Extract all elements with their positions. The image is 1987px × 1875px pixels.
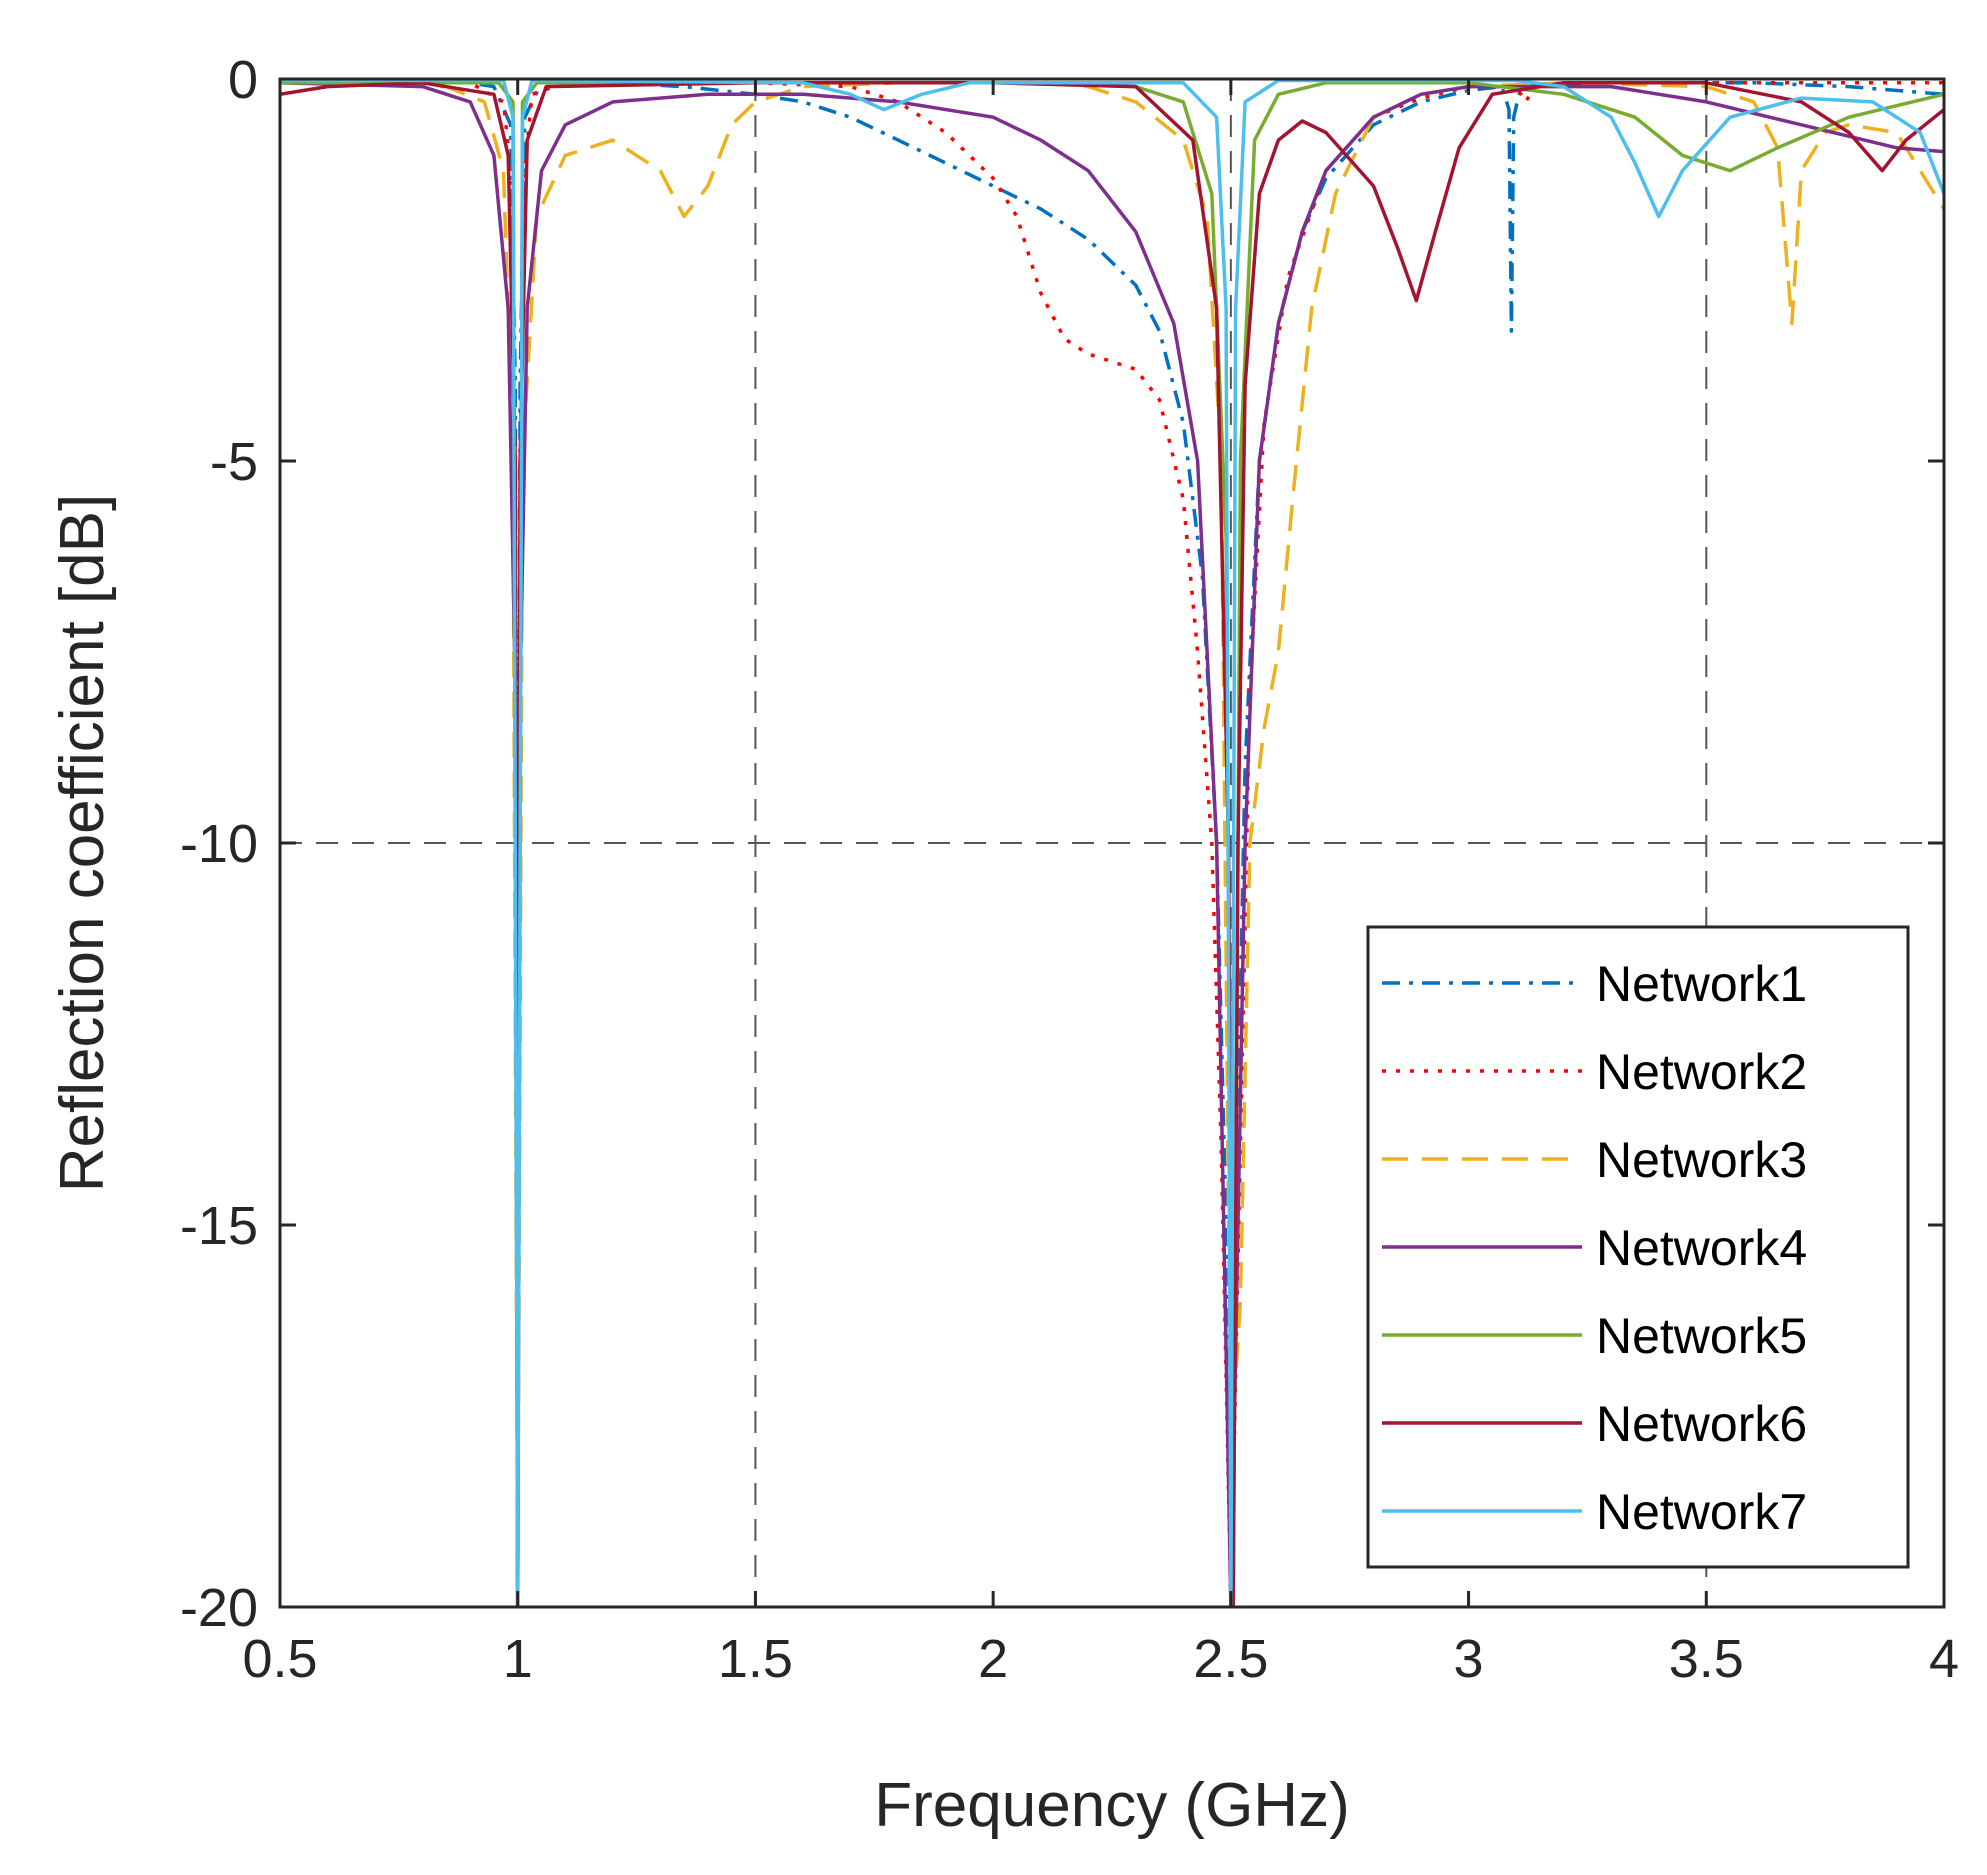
axis-ticks: 0.5 1 1.5 2 2.5 3 3.5 4 0 -5 -10 -15 -20 [180,50,1959,1689]
legend-label-network6: Network6 [1596,1396,1807,1452]
legend-label-network5: Network5 [1596,1308,1807,1364]
series-line-network3 [280,81,1944,1607]
legend-label-network3: Network3 [1596,1132,1807,1188]
x-tick-label: 0.5 [242,1629,317,1689]
legend-label-network1: Network1 [1596,956,1807,1012]
y-tick-label: -10 [180,814,258,874]
x-tick-label: 2 [978,1629,1008,1689]
y-tick-label: -5 [210,432,258,492]
x-tick-label: 1 [503,1629,533,1689]
legend-label-network2: Network2 [1596,1044,1807,1100]
x-axis-title: Frequency (GHz) [874,1771,1349,1840]
series-layer [280,79,1944,1607]
y-tick-label: 0 [228,50,258,110]
x-tick-label: 3.5 [1669,1629,1744,1689]
y-axis-title: Reflection coefficient [dB] [48,494,117,1192]
series-line-network7 [280,79,1944,1607]
legend: Network1 Network2 Network3 Network4 Network5… [1366,925,1910,1569]
x-tick-label: 2.5 [1193,1629,1268,1689]
series-line-network1 [280,81,1944,1607]
x-tick-label: 3 [1454,1629,1484,1689]
legend-label-network4: Network4 [1596,1220,1807,1276]
x-tick-label: 1.5 [718,1629,793,1689]
x-tick-label: 4 [1929,1629,1959,1689]
legend-label-network7: Network7 [1596,1484,1807,1540]
y-tick-label: -20 [180,1578,258,1638]
y-tick-label: -15 [180,1196,258,1256]
